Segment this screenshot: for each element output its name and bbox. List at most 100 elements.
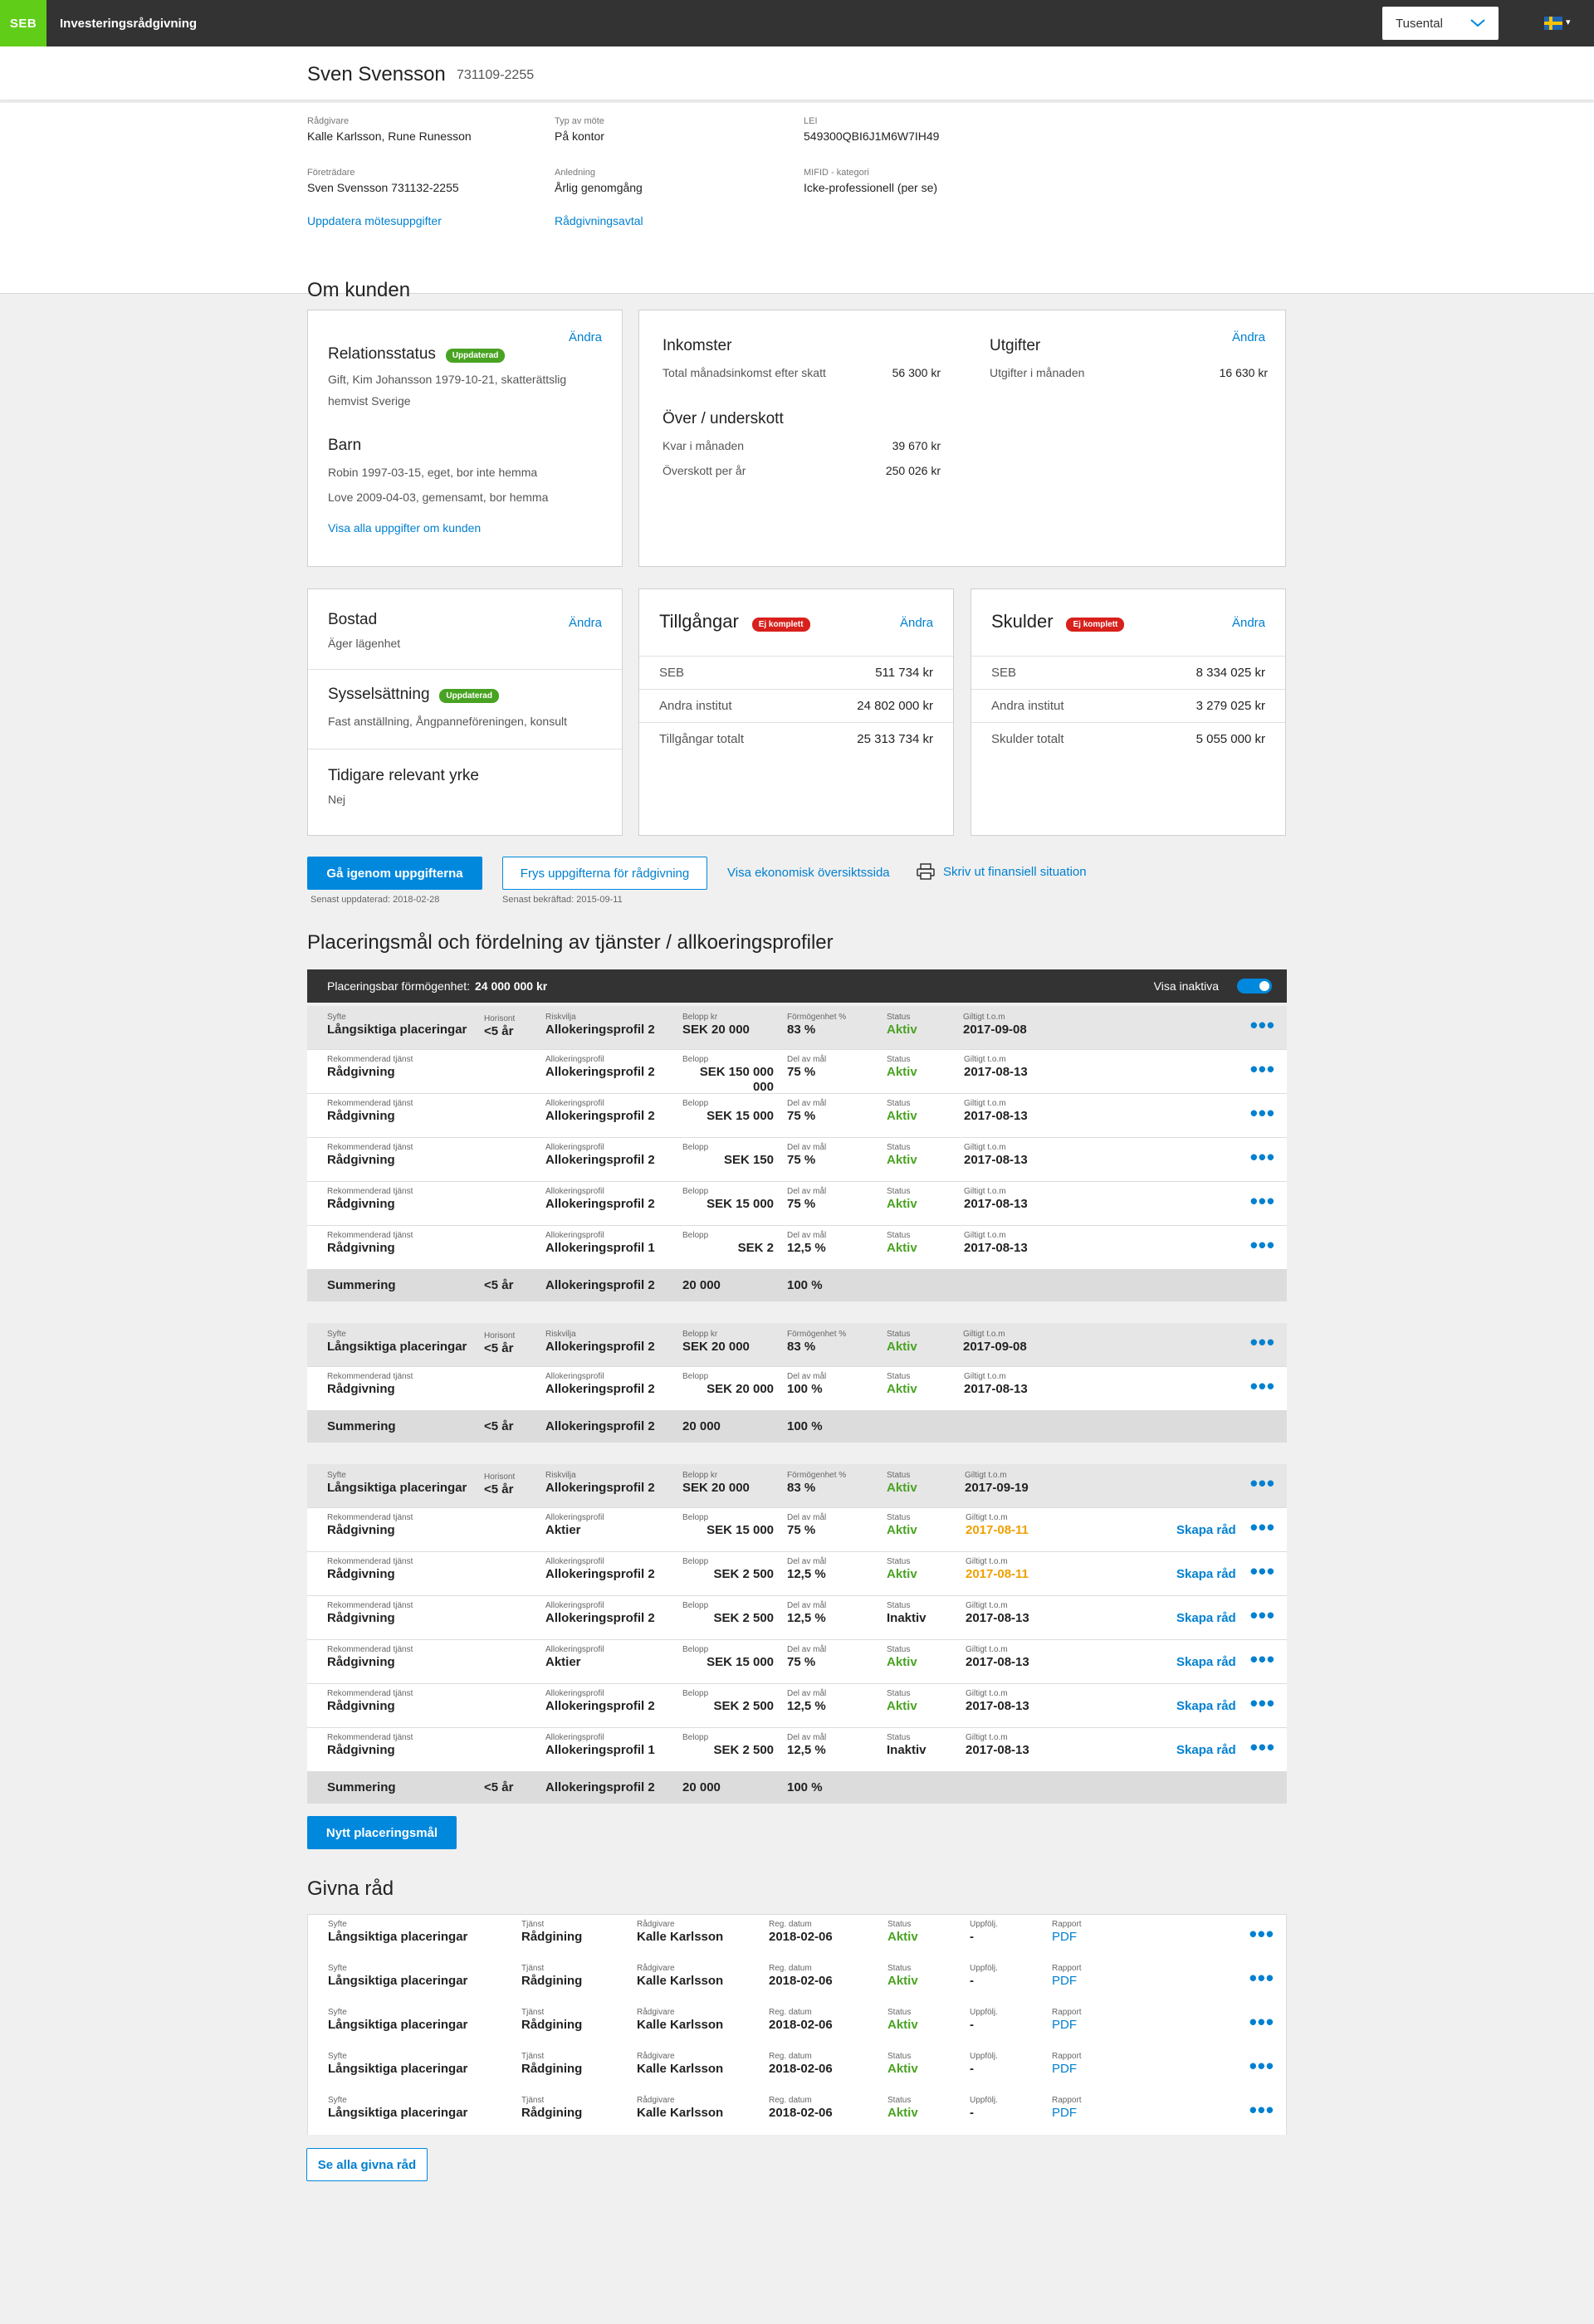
more-options-icon[interactable]: ••• (1249, 1189, 1275, 1213)
share-of-goal-value: 75 % (787, 1109, 816, 1123)
more-options-icon[interactable]: ••• (1249, 1471, 1275, 1496)
new-placement-goal-button[interactable]: Nytt placeringsmål (307, 1816, 457, 1849)
summary-amount: 20 000 (682, 1278, 721, 1292)
advice-status-label: Status (887, 2008, 912, 2017)
more-options-icon[interactable]: ••• (1249, 1603, 1275, 1628)
pdf-report-link[interactable]: PDF (1052, 1974, 1077, 1988)
share-of-goal-label: Del av mål (787, 1143, 827, 1152)
edit-relation-link[interactable]: Ändra (568, 330, 602, 344)
edit-debts-link[interactable]: Ändra (1231, 616, 1265, 630)
economic-overview-link[interactable]: Visa ekonomisk översiktssida (727, 866, 890, 880)
app-title: Investeringsrådgivning (60, 16, 198, 31)
service-status-value: Aktiv (887, 1382, 917, 1396)
more-options-icon[interactable]: ••• (1249, 2009, 1274, 2034)
show-inactive-toggle[interactable] (1237, 979, 1272, 994)
freeze-data-button[interactable]: Frys uppgifterna för rådgivning (502, 857, 707, 890)
more-options-icon[interactable]: ••• (1249, 1374, 1275, 1399)
asset-label: Tillgångar totalt (659, 732, 744, 746)
more-options-icon[interactable]: ••• (1249, 1735, 1275, 1760)
summary-row: Summering <5 år Allokeringsprofil 2 20 000 1… (307, 1772, 1287, 1804)
advice-purpose: Syfte Långsiktiga placeringar (328, 1964, 467, 1989)
mifid-field: MIFID - kategori Icke-professionell (per … (804, 168, 937, 194)
service-row: Rekommenderad tjänst Rådgivning Allokering… (307, 1138, 1287, 1182)
more-options-icon[interactable]: ••• (1249, 1965, 1274, 1990)
more-options-icon[interactable]: ••• (1249, 1013, 1275, 1038)
goal-risk-value: Allokeringsprofil 2 (545, 1023, 655, 1037)
service-amount-label: Belopp (682, 1689, 709, 1698)
more-options-icon[interactable]: ••• (1249, 1921, 1274, 1946)
review-data-button[interactable]: Gå igenom uppgifterna (307, 857, 482, 890)
service-valid-until: Giltigt t.o.m 2017-08-13 (964, 1372, 1028, 1397)
advice-purpose-value: Långsiktiga placeringar (328, 1974, 468, 1988)
more-options-icon[interactable]: ••• (1249, 2053, 1274, 2078)
advice-report: Rapport PDF (1052, 2052, 1082, 2077)
service-status-label: Status (887, 1733, 911, 1742)
more-options-icon[interactable]: ••• (1249, 1145, 1275, 1169)
advice-date-label: Reg. datum (769, 1920, 812, 1929)
goal-purpose-label: Syfte (327, 1330, 346, 1339)
more-options-icon[interactable]: ••• (1249, 1101, 1275, 1125)
pdf-report-link[interactable]: PDF (1052, 2062, 1077, 2076)
housing-title: Bostad (328, 611, 378, 628)
edit-economy-link[interactable]: Ändra (1231, 330, 1265, 344)
advice-status: Status Aktiv (887, 2052, 918, 2077)
relation-title: Relationsstatus (328, 345, 436, 363)
service-amount: Belopp SEK 2 500 (682, 1601, 774, 1626)
more-options-icon[interactable]: ••• (1249, 1330, 1275, 1355)
show-all-client-info-link[interactable]: Visa alla uppgifter om kunden (328, 521, 482, 535)
pdf-report-link[interactable]: PDF (1052, 1930, 1077, 1944)
pdf-report-link[interactable]: PDF (1052, 2018, 1077, 2032)
service-label: Rekommenderad tjänst (327, 1645, 413, 1654)
service-amount-label: Belopp (682, 1372, 709, 1381)
advice-advisor-value: Kalle Karlsson (637, 1974, 724, 1988)
update-meeting-link[interactable]: Uppdatera mötesuppgifter (307, 214, 442, 227)
summary-label: Summering (327, 1278, 396, 1292)
advice-row: Syfte Långsiktiga placeringar Tjänst Rådgin… (308, 2047, 1286, 2091)
more-options-icon[interactable]: ••• (1249, 2097, 1274, 2122)
reason-field: Anledning Årlig genomgång (555, 168, 643, 194)
create-advice-link[interactable]: Skapa råd (1176, 1567, 1236, 1581)
goal-valid-until-label: Giltigt t.o.m (963, 1013, 1005, 1022)
advice-service: Tjänst Rådgining (521, 1920, 582, 1945)
advisory-agreement-link[interactable]: Rådgivningsavtal (555, 214, 643, 227)
client-header: Sven Svensson 731109-2255 (0, 46, 1594, 100)
print-button[interactable]: Skriv ut finansiell situation (917, 863, 1087, 880)
share-of-goal-value: 75 % (787, 1655, 816, 1669)
more-options-icon[interactable]: ••• (1249, 1233, 1275, 1257)
more-options-icon[interactable]: ••• (1249, 1515, 1275, 1540)
see-all-advice-button[interactable]: Se alla givna råd (306, 2148, 428, 2181)
goal-purpose-value: Långsiktiga placeringar (327, 1481, 467, 1495)
more-options-icon[interactable]: ••• (1249, 1057, 1275, 1081)
create-advice-link[interactable]: Skapa råd (1176, 1523, 1236, 1537)
meeting-type-label: Typ av möte (555, 116, 604, 126)
asset-value: 25 313 734 kr (857, 732, 933, 746)
pdf-report-link[interactable]: PDF (1052, 2106, 1077, 2120)
create-advice-link[interactable]: Skapa råd (1176, 1611, 1236, 1625)
more-options-icon[interactable]: ••• (1249, 1647, 1275, 1672)
share-of-goal-value: 100 % (787, 1382, 823, 1396)
debt-value: 3 279 025 kr (1196, 699, 1265, 713)
create-advice-link[interactable]: Skapa råd (1176, 1743, 1236, 1757)
seb-logo[interactable]: SEB (0, 0, 46, 46)
service: Rekommenderad tjänst Rådgivning (327, 1187, 413, 1212)
language-dropdown-arrow[interactable]: ▾ (1566, 17, 1571, 27)
print-link[interactable]: Skriv ut finansiell situation (943, 864, 1087, 879)
more-options-icon[interactable]: ••• (1249, 1559, 1275, 1584)
more-options-icon[interactable]: ••• (1249, 1691, 1275, 1716)
client-id: 731109-2255 (457, 68, 535, 82)
create-advice-link[interactable]: Skapa råd (1176, 1655, 1236, 1669)
advice-title: Givna råd (307, 1877, 394, 1900)
create-advice-link[interactable]: Skapa råd (1176, 1699, 1236, 1713)
unit-select[interactable]: Tusental (1382, 7, 1499, 40)
edit-assets-link[interactable]: Ändra (899, 616, 933, 630)
summary-row: Summering <5 år Allokeringsprofil 2 20 000 1… (307, 1411, 1287, 1443)
goal-horizon-label: Horisont (484, 1014, 516, 1023)
debt-row: Andra institut 3 279 025 kr (971, 689, 1285, 722)
placement-groups: Syfte Långsiktiga placeringar Horisont <5 å… (307, 1006, 1287, 1840)
share-of-goal-value: 75 % (787, 1197, 816, 1211)
service-row: Rekommenderad tjänst Rådgivning Allokering… (307, 1050, 1287, 1094)
edit-housing-link[interactable]: Ändra (568, 616, 602, 630)
advice-service-label: Tjänst (521, 1964, 545, 1973)
swedish-flag-icon[interactable] (1544, 17, 1562, 30)
service-label: Rekommenderad tjänst (327, 1513, 413, 1522)
